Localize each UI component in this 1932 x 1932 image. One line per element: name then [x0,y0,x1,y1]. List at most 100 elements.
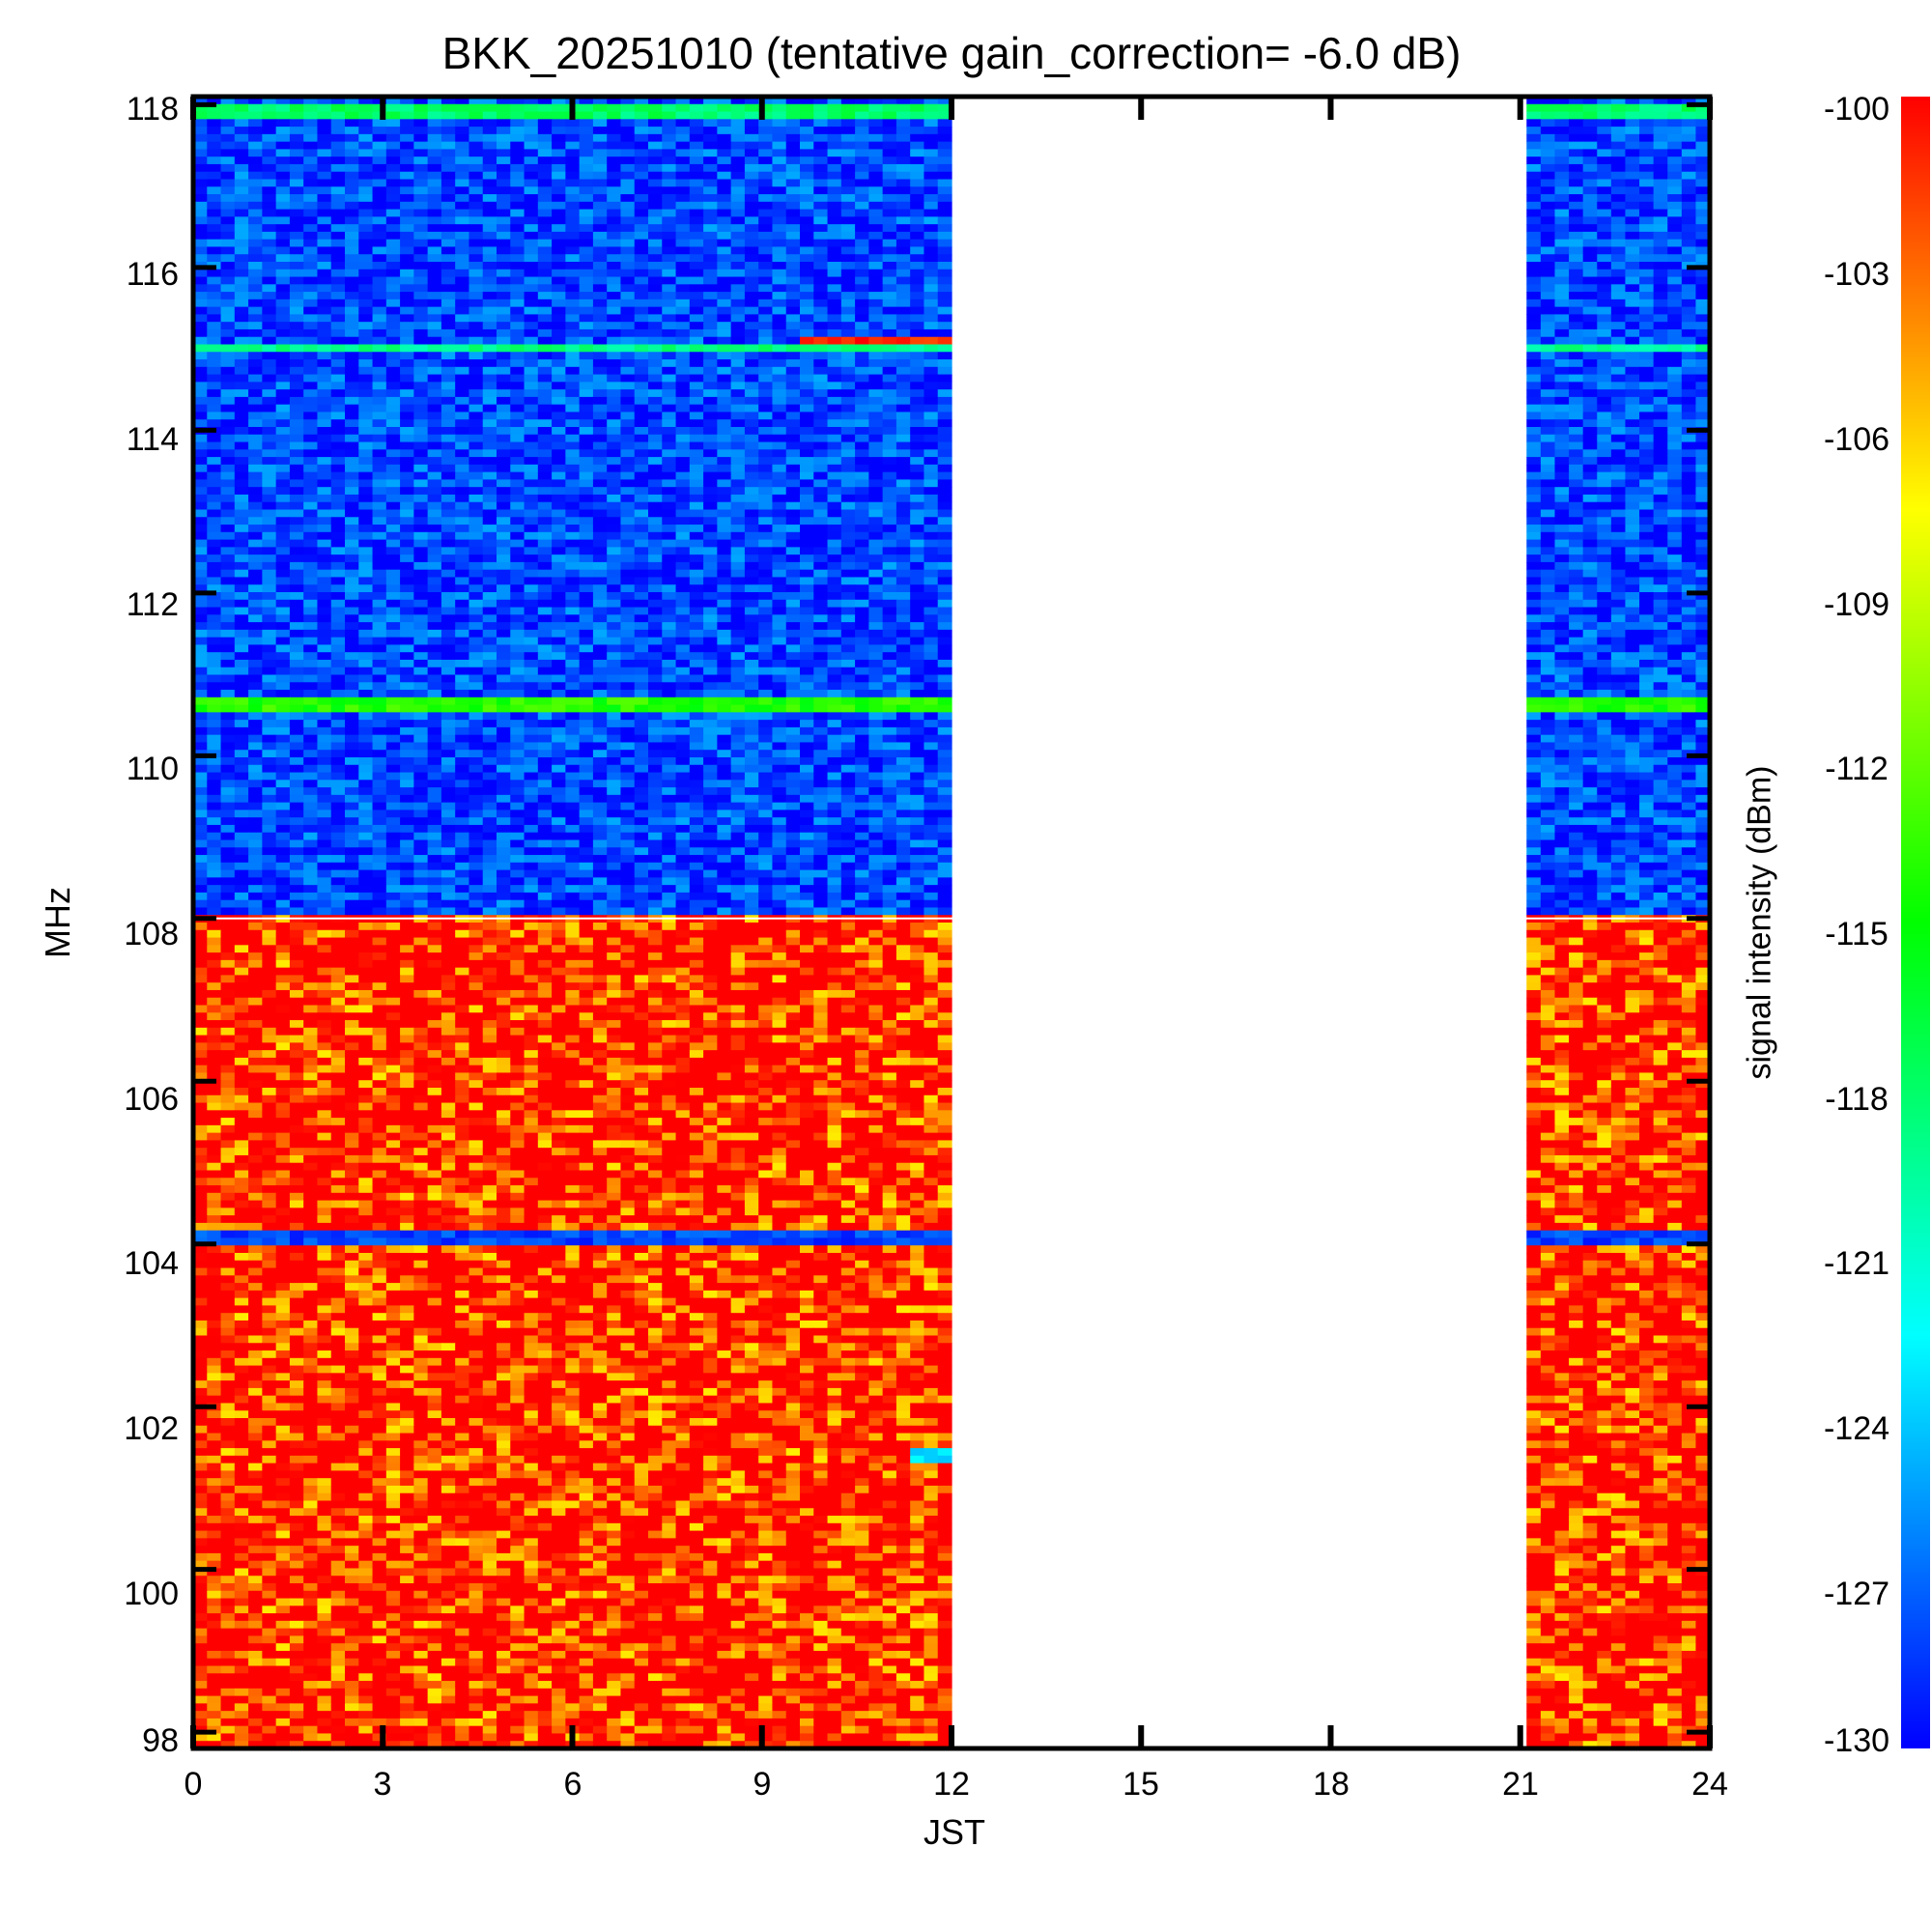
heatmap-cell [330,314,346,323]
heatmap-cell [385,246,401,255]
heatmap-cell [813,487,829,496]
heatmap-cell [910,629,925,639]
heatmap-cell [262,629,277,639]
heatmap-cell [469,127,484,135]
heatmap-cell [358,224,374,233]
heatmap-cell [400,404,414,413]
heatmap-cell [882,209,897,217]
heatmap-cell [800,441,814,450]
heatmap-cell [895,607,911,615]
heatmap-cell [579,525,594,533]
heatmap-cell [662,434,677,443]
heatmap-cell [469,269,484,278]
heatmap-cell [937,712,952,721]
heatmap-cell [537,194,553,203]
heatmap-cell [400,457,414,466]
heatmap-cell [220,292,236,300]
heatmap-cell [510,561,526,571]
heatmap-cell [248,614,263,623]
heatmap-cell [275,382,291,390]
heatmap-cell [827,262,842,270]
heatmap-cell [744,704,759,713]
heatmap-cell [827,659,842,668]
heatmap-cell [510,171,526,181]
heatmap-cell [910,359,925,368]
heatmap-cell [730,622,746,631]
heatmap-cell [620,622,636,631]
heatmap-cell [469,487,484,496]
heatmap-cell [758,111,774,120]
heatmap-cell [565,720,581,728]
heatmap-cell [345,659,359,668]
heatmap-cell [840,441,856,450]
heatmap-cell [648,103,663,113]
heatmap-cell [607,412,622,420]
heatmap-cell [592,652,608,661]
heatmap-cell [620,276,636,285]
heatmap-cell [427,764,442,774]
heatmap-cell [579,336,594,346]
heatmap-cell [868,336,884,346]
heatmap-cell [248,314,263,323]
heatmap-cell [385,216,401,225]
heatmap-cell [855,690,869,698]
heatmap-cell [427,389,442,398]
heatmap-cell [400,501,414,511]
heatmap-cell [675,97,691,105]
heatmap-cell [937,306,952,316]
heatmap-cell [827,119,842,128]
heatmap-cell [220,328,236,338]
heatmap-cell [744,501,759,511]
heatmap-cell [537,209,553,217]
heatmap-cell [303,464,319,473]
heatmap-cell [440,163,456,173]
heatmap-cell [510,622,526,631]
heatmap-cell [234,517,249,526]
heatmap-cell [469,712,484,721]
heatmap-cell [455,374,470,383]
heatmap-cell [592,163,608,173]
heatmap-cell [220,539,236,548]
heatmap-cell [868,396,884,406]
heatmap-cell [248,269,263,278]
heatmap-cell [800,171,814,181]
heatmap-cell [345,396,359,406]
heatmap-cell [510,637,526,646]
heatmap-cell [592,622,608,631]
heatmap-cell [345,171,359,181]
heatmap-cell [758,412,774,420]
heatmap-cell [882,292,897,300]
heatmap-cell [482,667,497,676]
heatmap-cell [703,209,718,217]
heatmap-cell [758,517,774,526]
heatmap-cell [427,479,442,488]
heatmap-cell [537,547,553,555]
heatmap-cell [262,239,277,248]
heatmap-cell [565,479,581,488]
heatmap-cell [413,682,429,691]
heatmap-cell [400,328,414,338]
heatmap-cell [785,374,801,383]
heatmap-cell [717,592,732,601]
heatmap-cell [620,509,636,518]
heatmap-cell [482,322,497,330]
heatmap-cell [717,434,732,443]
heatmap-cell [552,704,566,713]
heatmap-cell [385,547,401,555]
heatmap-cell [275,246,291,255]
heatmap-cell [675,599,691,609]
heatmap-cell [648,750,663,758]
heatmap-cell [234,239,249,248]
heatmap-cell [662,659,677,668]
heatmap-cell [317,298,332,308]
heatmap-cell [744,404,759,413]
heatmap-cell [813,629,829,639]
heatmap-cell [923,224,939,233]
heatmap-cell [234,554,249,563]
heatmap-cell [840,404,856,413]
heatmap-cell [385,652,401,661]
heatmap-cell [317,569,332,579]
heatmap-cell [440,441,456,450]
heatmap-cell [469,720,484,728]
heatmap-cell [262,231,277,241]
